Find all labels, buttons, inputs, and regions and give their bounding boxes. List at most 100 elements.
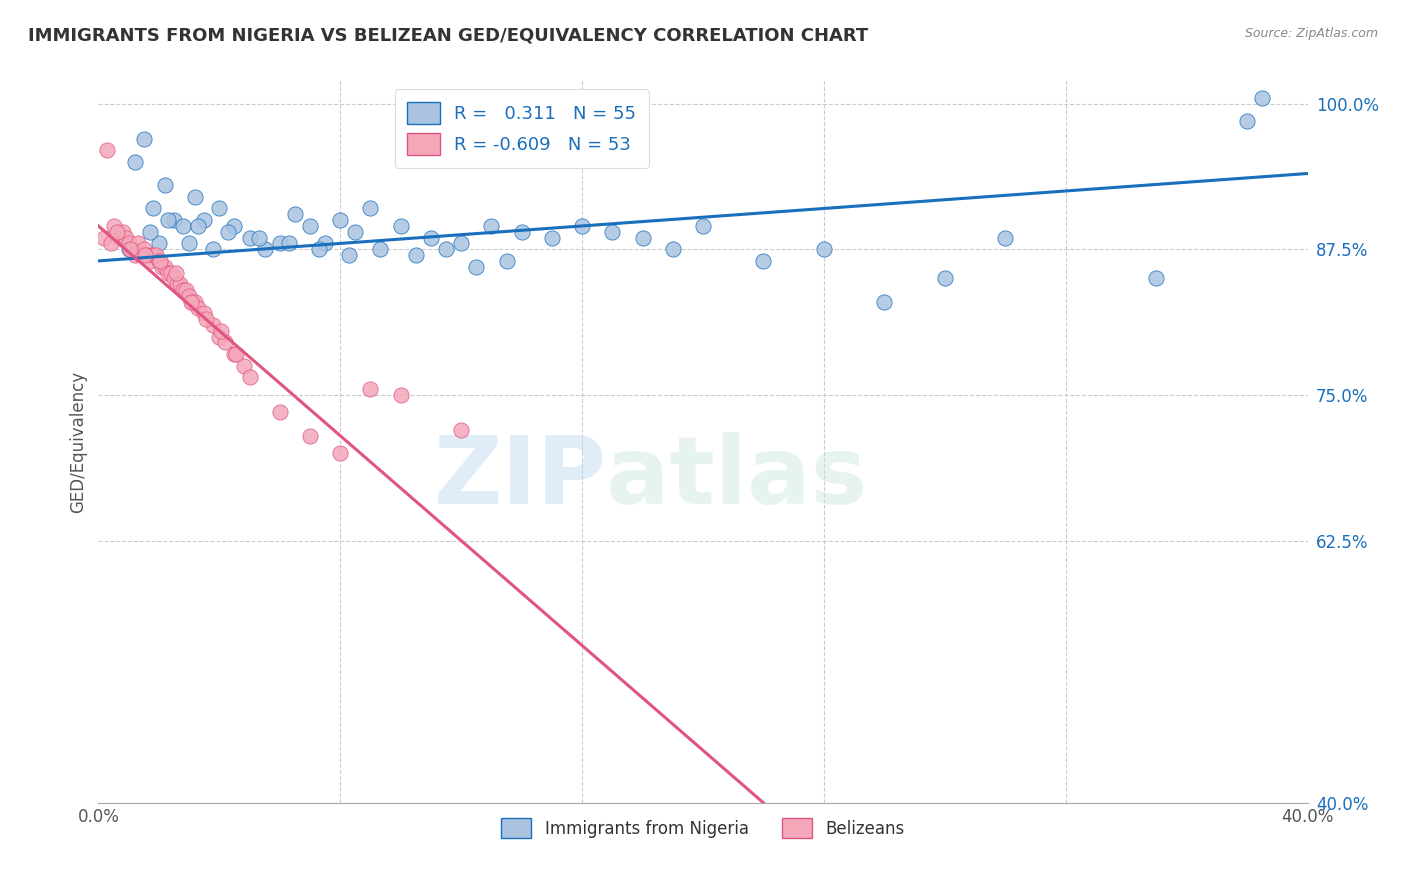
- Point: [208, 329, 231, 343]
- Point: [752, 253, 775, 268]
- Point: [465, 260, 488, 274]
- Point: [135, 248, 157, 262]
- Point: [224, 219, 246, 233]
- Point: [132, 131, 155, 145]
- Point: [124, 154, 146, 169]
- Point: [179, 289, 201, 303]
- Point: [166, 277, 188, 292]
- Point: [337, 248, 360, 262]
- Point: [329, 213, 352, 227]
- Point: [120, 242, 142, 256]
- Point: [163, 271, 186, 285]
- Point: [105, 225, 128, 239]
- Point: [344, 225, 367, 239]
- Point: [661, 242, 683, 256]
- Point: [420, 230, 443, 244]
- Point: [360, 382, 382, 396]
- Point: [202, 242, 225, 256]
- Text: ZIP: ZIP: [433, 432, 606, 524]
- Point: [934, 271, 956, 285]
- Point: [181, 294, 204, 309]
- Point: [187, 219, 209, 233]
- Point: [100, 236, 122, 251]
- Point: [214, 335, 236, 350]
- Point: [142, 248, 165, 262]
- Point: [111, 225, 134, 239]
- Point: [239, 370, 262, 384]
- Point: [450, 423, 472, 437]
- Point: [148, 236, 170, 251]
- Point: [172, 283, 194, 297]
- Point: [217, 225, 239, 239]
- Point: [269, 405, 291, 419]
- Point: [121, 242, 143, 256]
- Point: [103, 219, 125, 233]
- Point: [360, 202, 382, 216]
- Point: [495, 253, 517, 268]
- Point: [1236, 114, 1258, 128]
- Point: [202, 318, 225, 332]
- Point: [253, 242, 276, 256]
- Point: [134, 248, 156, 262]
- Point: [172, 219, 194, 233]
- Point: [368, 242, 391, 256]
- Point: [389, 219, 412, 233]
- Text: Source: ZipAtlas.com: Source: ZipAtlas.com: [1244, 27, 1378, 40]
- Point: [269, 236, 291, 251]
- Point: [405, 248, 427, 262]
- Point: [692, 219, 714, 233]
- Point: [179, 236, 201, 251]
- Point: [434, 242, 457, 256]
- Point: [813, 242, 835, 256]
- Point: [224, 347, 246, 361]
- Point: [450, 236, 472, 251]
- Point: [150, 260, 173, 274]
- Point: [873, 294, 896, 309]
- Point: [239, 230, 262, 244]
- Point: [139, 253, 162, 268]
- Y-axis label: GED/Equivalency: GED/Equivalency: [69, 370, 87, 513]
- Point: [187, 301, 209, 315]
- Point: [299, 428, 322, 442]
- Point: [314, 236, 336, 251]
- Point: [225, 347, 247, 361]
- Point: [149, 253, 172, 268]
- Point: [184, 294, 207, 309]
- Point: [180, 294, 202, 309]
- Point: [96, 143, 118, 157]
- Point: [389, 388, 412, 402]
- Point: [329, 446, 352, 460]
- Point: [299, 219, 322, 233]
- Point: [277, 236, 299, 251]
- Point: [209, 324, 232, 338]
- Point: [118, 236, 141, 251]
- Point: [194, 312, 217, 326]
- Point: [174, 283, 197, 297]
- Point: [153, 178, 176, 193]
- Point: [132, 242, 155, 256]
- Point: [129, 248, 152, 262]
- Point: [127, 236, 149, 251]
- Point: [148, 253, 170, 268]
- Point: [571, 219, 593, 233]
- Point: [160, 266, 183, 280]
- Text: IMMIGRANTS FROM NIGERIA VS BELIZEAN GED/EQUIVALENCY CORRELATION CHART: IMMIGRANTS FROM NIGERIA VS BELIZEAN GED/…: [28, 27, 869, 45]
- Point: [153, 260, 176, 274]
- Point: [208, 202, 231, 216]
- Point: [108, 230, 131, 244]
- Point: [1251, 91, 1274, 105]
- Legend: Immigrants from Nigeria, Belizeans: Immigrants from Nigeria, Belizeans: [495, 812, 911, 845]
- Point: [118, 242, 141, 256]
- Point: [602, 225, 624, 239]
- Point: [156, 213, 179, 227]
- Text: atlas: atlas: [606, 432, 868, 524]
- Point: [1146, 271, 1168, 285]
- Point: [540, 230, 562, 244]
- Point: [193, 213, 215, 227]
- Point: [156, 266, 179, 280]
- Point: [163, 213, 186, 227]
- Point: [232, 359, 254, 373]
- Point: [165, 266, 187, 280]
- Point: [994, 230, 1017, 244]
- Point: [631, 230, 654, 244]
